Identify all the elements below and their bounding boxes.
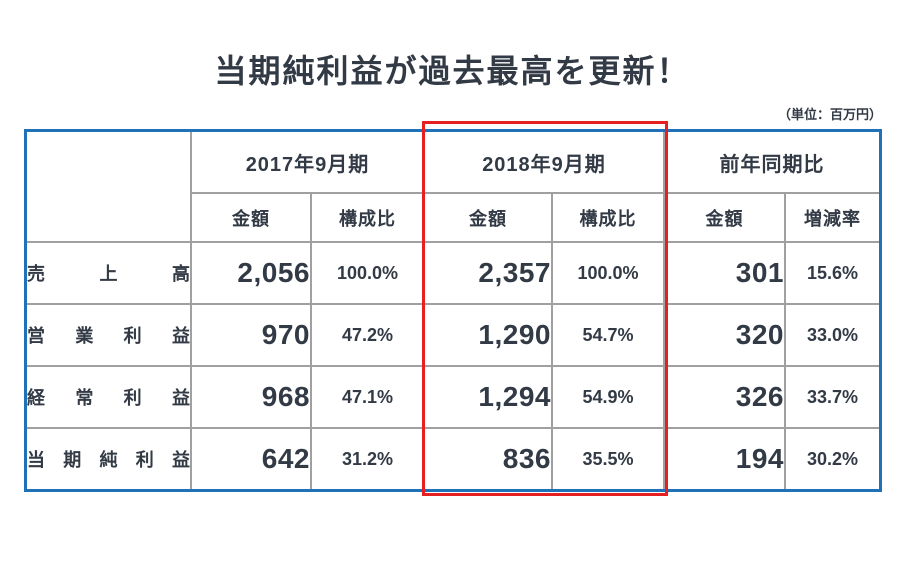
corner-cell	[27, 132, 192, 243]
cell-2017-ratio: 47.2%	[310, 303, 425, 367]
row-label: 当期純利益	[27, 427, 192, 489]
table-row-net-income: 当期純利益 642 31.2% 836 35.5% 194 30.2%	[27, 427, 879, 489]
header-2017-amount: 金額	[191, 192, 312, 243]
cell-2018-amount: 1,294	[423, 365, 553, 429]
cell-2017-amount: 642	[190, 427, 312, 489]
header-yoy-rate: 増減率	[784, 192, 879, 243]
cell-2017-amount: 2,056	[190, 241, 312, 305]
unit-note: （単位：百万円）	[777, 107, 882, 122]
header-2018-ratio: 構成比	[551, 192, 665, 243]
content-area: （単位：百万円） 2017年9月期 2018年9月期	[24, 104, 882, 496]
cell-2018-amount: 2,357	[423, 241, 553, 305]
cell-yoy-amount: 194	[663, 427, 786, 489]
cell-yoy-amount: 326	[663, 365, 786, 429]
cell-2017-ratio: 47.1%	[310, 365, 425, 429]
cell-2017-amount: 968	[190, 365, 312, 429]
cell-2018-ratio: 35.5%	[551, 427, 665, 489]
cell-yoy-rate: 15.6%	[784, 241, 879, 305]
cell-2018-amount: 836	[423, 427, 553, 489]
row-label: 売上高	[27, 241, 192, 305]
cell-yoy-amount: 301	[663, 241, 786, 305]
table-row-sales: 売上高 2,056 100.0% 2,357 100.0% 301 15.6%	[27, 241, 879, 305]
cell-2018-amount: 1,290	[423, 303, 553, 367]
page-title: 当期純利益が過去最高を更新！	[214, 53, 691, 89]
cell-2017-ratio: 31.2%	[310, 427, 425, 489]
cell-2018-ratio: 54.7%	[551, 303, 665, 367]
row-label: 営業利益	[27, 303, 192, 367]
cell-yoy-rate: 33.0%	[784, 303, 879, 367]
table-row-ordinary-income: 経常利益 968 47.1% 1,294 54.9% 326 33.7%	[27, 365, 879, 429]
header-row-subs: 金額 構成比 金額 構成比 金額 増減率	[27, 192, 879, 243]
header-2018-amount: 金額	[423, 192, 553, 243]
header-2017-ratio: 構成比	[310, 192, 425, 243]
row-label: 経常利益	[27, 365, 192, 429]
table-row-operating-income: 営業利益 970 47.2% 1,290 54.7% 320 33.0%	[27, 303, 879, 367]
results-table: 2017年9月期 2018年9月期 前年同期比 金額 構成比 金額 構成比 金額…	[27, 132, 879, 489]
cell-2018-ratio: 100.0%	[551, 241, 665, 305]
header-period-yoy: 前年同期比	[663, 132, 879, 194]
header-row-periods: 2017年9月期 2018年9月期 前年同期比	[27, 132, 879, 243]
cell-2017-ratio: 100.0%	[310, 241, 425, 305]
results-table-wrapper: 2017年9月期 2018年9月期 前年同期比 金額 構成比 金額 構成比 金額…	[24, 121, 882, 496]
cell-2017-amount: 970	[190, 303, 312, 367]
cell-yoy-amount: 320	[663, 303, 786, 367]
cell-2018-ratio: 54.9%	[551, 365, 665, 429]
cell-yoy-rate: 30.2%	[784, 427, 879, 489]
header-period-2018: 2018年9月期	[423, 132, 665, 194]
header-period-2017: 2017年9月期	[190, 132, 425, 194]
header-yoy-amount: 金額	[663, 192, 786, 243]
cell-yoy-rate: 33.7%	[784, 365, 879, 429]
